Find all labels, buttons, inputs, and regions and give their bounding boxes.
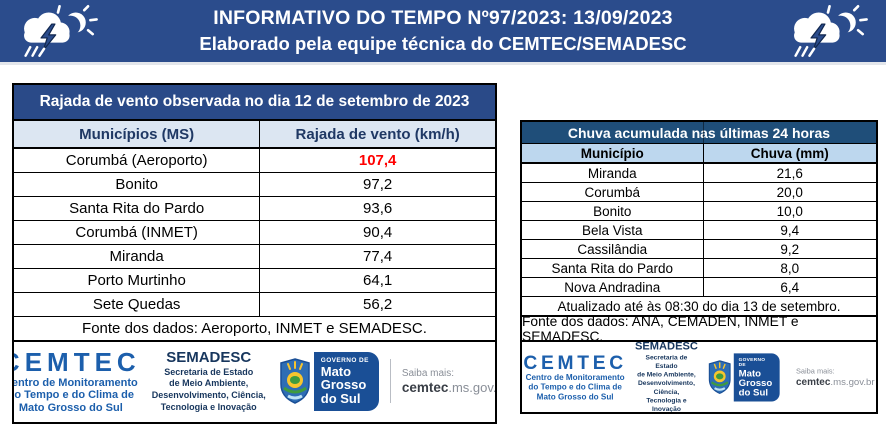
table-row: Santa Rita do Pardo 93,6 <box>14 197 495 221</box>
table-row: Bonito 10,0 <box>522 202 876 221</box>
cemtec-description: Centro de Monitoramento do Tempo e do Cl… <box>14 376 138 414</box>
municipio-cell: Corumbá (Aeroporto) <box>65 152 208 169</box>
logos-strip: CEMTEC Centro de Monitoramento do Tempo … <box>523 342 875 412</box>
valor-cell: 9,4 <box>702 221 876 239</box>
saiba-mais-label: Saiba mais: <box>401 367 455 379</box>
rain-accumulation-table: Chuva acumulada nas últimas 24 horas Mun… <box>520 120 878 414</box>
website-url: cemtec.ms.gov.br <box>401 379 495 395</box>
rain-table-source: Fonte dos dados: ANA, CEMADEN, INMET e S… <box>522 314 876 344</box>
website-callout: Saiba mais: cemtec.ms.gov.br <box>796 367 875 387</box>
table-row: Corumbá (INMET) 90,4 <box>14 221 495 245</box>
logos-footer: CEMTEC Centro de Monitoramento do Tempo … <box>14 342 495 421</box>
semadesc-description: Secretaria de Estado de Meio Ambiente, D… <box>151 366 266 412</box>
valor-cell: 56,2 <box>259 293 495 316</box>
wind-table-header: Municípios (MS) Rajada de vento (km/h) <box>14 121 495 149</box>
table-row: Nova Andradina 6,4 <box>522 278 876 297</box>
header-text: INFORMATIVO DO TEMPO Nº97/2023: 13/09/20… <box>106 7 780 55</box>
valor-cell: 6,4 <box>702 278 876 296</box>
valor-cell: 20,0 <box>702 183 876 201</box>
municipio-cell: Sete Quedas <box>92 296 181 313</box>
table-row: Bonito 97,2 <box>14 173 495 197</box>
header-bar: INFORMATIVO DO TEMPO Nº97/2023: 13/09/20… <box>0 0 886 62</box>
valor-cell: 97,2 <box>259 173 495 196</box>
valor-cell: 10,0 <box>702 202 876 220</box>
municipio-cell: Corumbá (INMET) <box>75 224 198 241</box>
municipio-cell: Bonito <box>115 176 158 193</box>
wind-table-title: Rajada de vento observada no dia 12 de s… <box>14 85 495 121</box>
semadesc-wordmark: SEMADESC <box>634 342 698 353</box>
table-row: Bela Vista 9,4 <box>522 221 876 240</box>
table-row: Miranda 21,6 <box>522 164 876 183</box>
storm-cloud-icon <box>24 5 98 57</box>
municipio-cell: Corumbá <box>584 184 641 200</box>
semadesc-description: Secretaria de Estado de Meio Ambiente, D… <box>637 353 696 412</box>
wind-col-rajada: Rajada de vento (km/h) <box>259 121 495 147</box>
wind-col-municipios: Municípios (MS) <box>79 125 195 143</box>
wind-table-source: Fonte dos dados: Aeroporto, INMET e SEMA… <box>14 317 495 342</box>
valor-cell-highlight: 107,4 <box>259 149 495 172</box>
valor-cell: 90,4 <box>259 221 495 244</box>
governo-ms-logo: GOVERNO DE Mato Grosso do Sul <box>276 352 379 411</box>
logos-footer: CEMTEC Centro de Monitoramento do Tempo … <box>522 342 876 412</box>
logos-strip: CEMTEC Centro de Monitoramento do Tempo … <box>14 349 495 415</box>
semadesc-logo: SEMADESC Secretaria de Estado de Meio Am… <box>152 350 266 414</box>
bulletin-subtitle: Elaborado pela equipe técnica do CEMTEC/… <box>199 33 687 54</box>
valor-cell: 64,1 <box>259 269 495 292</box>
municipio-cell: Santa Rita do Pardo <box>69 200 205 217</box>
cemtec-logo: CEMTEC Centro de Monitoramento do Tempo … <box>14 349 141 415</box>
valor-cell: 93,6 <box>259 197 495 220</box>
bulletin-title: INFORMATIVO DO TEMPO Nº97/2023: 13/09/20… <box>213 7 673 29</box>
governo-ms-text: GOVERNO DE Mato Grosso do Sul <box>313 352 379 411</box>
vertical-divider <box>389 359 391 404</box>
rain-col-chuva: Chuva (mm) <box>702 144 876 162</box>
website-url: cemtec.ms.gov.br <box>795 375 875 387</box>
municipio-cell: Cassilândia <box>577 241 648 257</box>
table-row: Sete Quedas 56,2 <box>14 293 495 317</box>
rain-col-municipio: Município <box>580 145 644 161</box>
table-row: Cassilândia 9,2 <box>522 240 876 259</box>
valor-cell: 77,4 <box>259 245 495 268</box>
table-row: Corumbá (Aeroporto) 107,4 <box>14 149 495 173</box>
table-row: Miranda 77,4 <box>14 245 495 269</box>
municipio-cell: Miranda <box>587 165 637 181</box>
storm-cloud-icon <box>794 5 868 57</box>
rain-table-title: Chuva acumulada nas últimas 24 horas <box>522 122 876 144</box>
website-callout: Saiba mais: cemtec.ms.gov.br <box>402 368 495 395</box>
cemtec-logo: CEMTEC Centro de Monitoramento do Tempo … <box>523 353 626 402</box>
ms-coat-of-arms-icon <box>276 357 314 406</box>
valor-cell: 21,6 <box>702 164 876 182</box>
cemtec-description: Centro de Monitoramento do Tempo e do Cl… <box>525 373 625 401</box>
ms-coat-of-arms-icon <box>706 359 734 395</box>
municipio-cell: Bela Vista <box>581 222 643 238</box>
valor-cell: 8,0 <box>702 259 876 277</box>
saiba-mais-label: Saiba mais: <box>795 367 835 376</box>
semadesc-logo: SEMADESC Secretaria de Estado de Meio Am… <box>635 342 698 412</box>
table-row: Corumbá 20,0 <box>522 183 876 202</box>
municipio-cell: Miranda <box>109 248 164 265</box>
header-divider <box>0 62 886 65</box>
municipio-cell: Santa Rita do Pardo <box>551 260 674 276</box>
rain-table-header: Município Chuva (mm) <box>522 144 876 164</box>
municipio-cell: Bonito <box>593 203 632 219</box>
wind-gust-table: Rajada de vento observada no dia 12 de s… <box>12 83 497 424</box>
governo-ms-logo: GOVERNO DE Mato Grosso do Sul <box>706 352 780 402</box>
rain-table-updated-note: Atualizado até às 08:30 do dia 13 de set… <box>522 297 876 317</box>
table-row: Porto Murtinho 64,1 <box>14 269 495 293</box>
valor-cell: 9,2 <box>702 240 876 258</box>
cemtec-wordmark: CEMTEC <box>14 346 141 377</box>
table-row: Santa Rita do Pardo 8,0 <box>522 259 876 278</box>
semadesc-wordmark: SEMADESC <box>166 348 252 366</box>
municipio-cell: Nova Andradina <box>564 279 661 295</box>
governo-ms-text: GOVERNO DE Mato Grosso do Sul <box>733 352 780 402</box>
municipio-cell: Porto Murtinho <box>87 272 186 289</box>
cemtec-wordmark: CEMTEC <box>523 351 627 374</box>
